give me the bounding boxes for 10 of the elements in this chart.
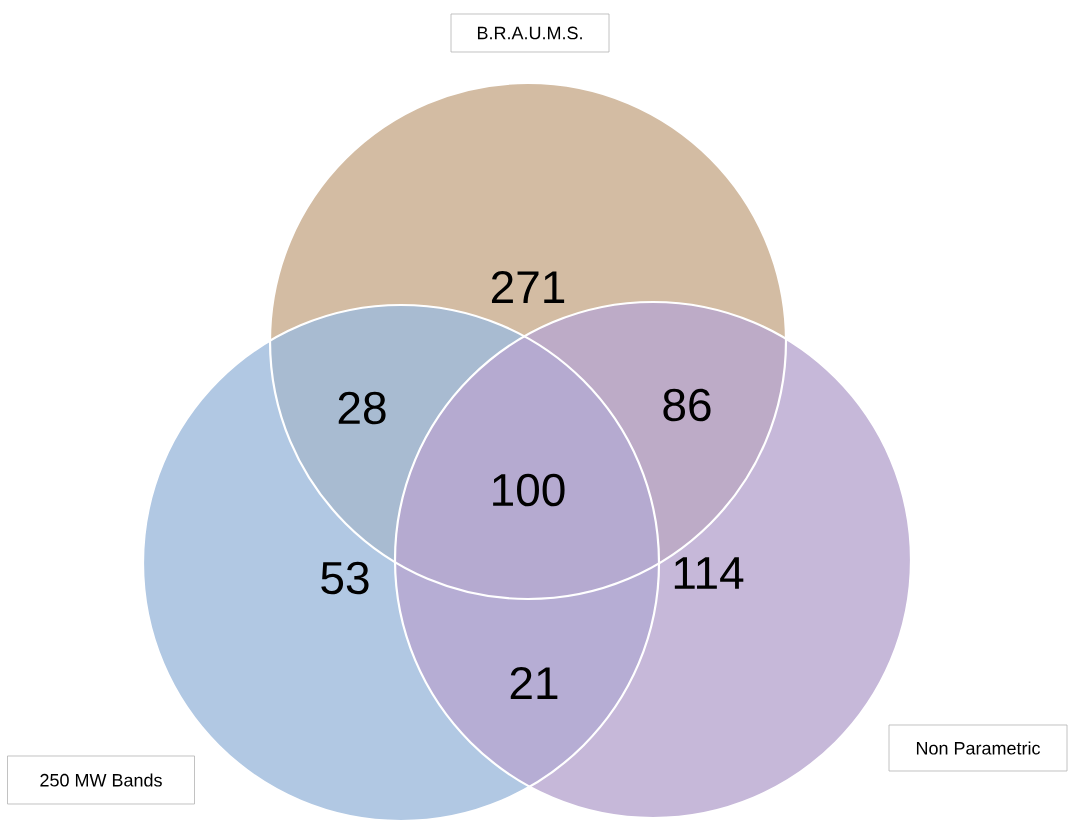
data-label: 53 [321,561,369,595]
data-label: 28 [338,391,386,425]
text: 250 MW Bands [40,773,162,787]
data-label: 100 [493,473,565,507]
data-label: 271 [491,270,565,303]
data-label: 21 [510,666,558,700]
text: B.R.A.U.M.S. [477,26,582,40]
text: Non Parametric [916,741,1041,755]
data-label: 114 [674,557,744,589]
data-label: 86 [663,388,711,422]
